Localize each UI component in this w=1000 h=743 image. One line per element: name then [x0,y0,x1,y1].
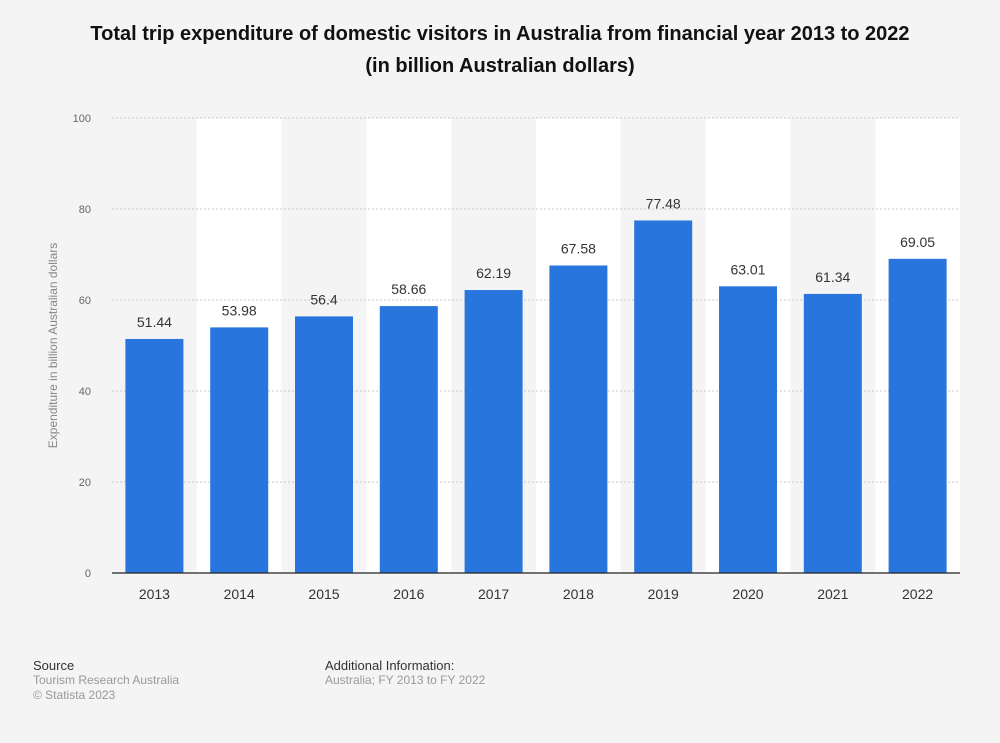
chart-title-line2: (in billion Australian dollars) [365,55,635,77]
x-tick-label: 2020 [732,586,763,602]
x-tick-label: 2019 [648,586,679,602]
x-tick-label: 2013 [139,586,170,602]
x-tick-label: 2014 [224,586,255,602]
y-tick-label: 60 [79,295,91,307]
x-tick-label: 2015 [308,586,339,602]
data-label: 61.34 [815,269,850,285]
additional-info-heading: Additional Information: [325,658,455,673]
data-label: 77.48 [646,195,681,211]
data-label: 51.44 [137,314,172,330]
x-tick-label: 2022 [902,586,933,602]
chart-title: Total trip expenditure of domestic visit… [0,18,1000,82]
x-tick-label: 2017 [478,586,509,602]
y-tick-label: 40 [79,386,91,398]
bar [888,258,947,573]
bar [295,316,353,573]
data-label: 62.19 [476,265,511,281]
bar [464,290,523,573]
source-heading: Source [33,658,75,673]
data-label: 58.66 [391,281,426,297]
y-axis-title: Expenditure in billion Australian dollar… [46,243,60,448]
additional-info-block: Additional Information: Australia; FY 20… [325,658,485,688]
y-tick-label: 100 [73,113,91,125]
additional-info-text: Australia; FY 2013 to FY 2022 [325,673,486,687]
data-label: 53.98 [222,302,257,318]
bar [719,286,777,573]
y-tick-label: 0 [85,568,91,580]
x-tick-label: 2021 [817,586,848,602]
data-label: 63.01 [730,261,765,277]
bar [549,265,608,573]
bar [379,306,438,573]
y-tick-label: 20 [79,477,91,489]
data-label: 67.58 [561,241,596,257]
copyright: © Statista 2023 [33,688,116,702]
data-label: 56.4 [310,291,337,307]
bar-chart: 0 20 40 60 80 100 Expenditure in billion Austr… [46,113,960,602]
x-tick-label: 2018 [563,586,594,602]
y-tick-label: 80 [79,204,91,216]
source-name: Tourism Research Australia [33,673,180,687]
data-label: 69.05 [900,234,935,250]
bar [125,338,184,573]
source-block: Source Tourism Research Australia © Stat… [33,658,179,703]
bar [210,327,269,573]
bar [634,220,693,573]
chart-title-line1: Total trip expenditure of domestic visit… [90,23,910,45]
x-tick-label: 2016 [393,586,424,602]
bar [803,293,862,573]
